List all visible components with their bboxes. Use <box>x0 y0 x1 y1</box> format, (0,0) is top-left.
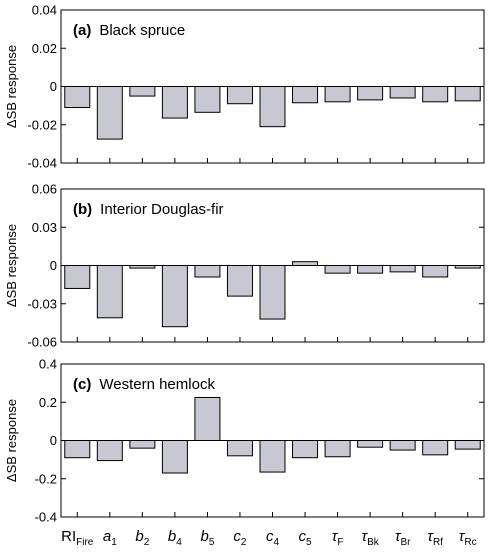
bar-tRf <box>422 440 449 456</box>
y-axis-label: ΔSB response <box>4 399 19 482</box>
panel-2: 0.06 0.03 0 -0.03 -0.06 ΔSB response (b) Interi… <box>4 182 485 350</box>
bar-b2 <box>129 440 156 449</box>
bar-c2 <box>226 86 253 105</box>
bar-tBk <box>357 440 384 448</box>
bar-c5 <box>292 86 319 104</box>
bar-tRf <box>422 86 449 103</box>
bar-tBk <box>357 265 384 274</box>
bar-b4 <box>161 86 188 119</box>
y-tick-label: 0.02 <box>32 41 57 56</box>
x-tick-label: b4 <box>168 528 182 548</box>
x-tick-labels: RIFire a1 b2 b4 b5 c2 c4 c5 τF τBk τBr τRf τRc <box>61 528 477 548</box>
bar-c2 <box>226 265 253 297</box>
y-tick-label: -0.2 <box>35 471 57 486</box>
bar-c4 <box>259 265 286 320</box>
y-axis-label: ΔSB response <box>4 45 19 128</box>
bar-b4 <box>161 265 188 328</box>
bar-c5 <box>292 440 319 459</box>
x-tick-label: τBr <box>395 528 411 548</box>
bar-tBr <box>389 86 416 99</box>
y-tick-label: 0 <box>50 258 57 273</box>
bar-b5 <box>194 265 221 278</box>
x-tick-label: c5 <box>299 528 313 548</box>
bar-RI_Fire <box>64 265 91 289</box>
bar-tRc <box>454 440 481 450</box>
y-tick-label: 0.4 <box>39 357 57 372</box>
bar-tRc <box>454 86 481 102</box>
bar-tBr <box>389 440 416 451</box>
bar-tF <box>324 440 351 458</box>
panel-title: (b) Interior Douglas-fir <box>73 201 224 218</box>
y-tick-label: -0.03 <box>27 296 57 311</box>
bar-c2 <box>226 440 253 457</box>
x-tick-label: τBk <box>361 528 379 548</box>
x-tick-label: τF <box>332 528 344 548</box>
x-tick-label: c4 <box>266 528 280 548</box>
bar-tRf <box>422 265 449 278</box>
panel-title: (c) Western hemlock <box>73 376 215 393</box>
bar-tF <box>324 265 351 274</box>
y-tick-label: 0.04 <box>32 3 57 18</box>
y-tick-label: 0.2 <box>39 395 57 410</box>
y-tick-label: 0 <box>50 433 57 448</box>
bar-tBk <box>357 86 384 101</box>
x-tick-label: τRf <box>427 528 443 548</box>
bar-tBr <box>389 265 416 273</box>
bar-b5 <box>194 86 221 113</box>
bar-b4 <box>161 440 188 474</box>
y-tick-label: 0.03 <box>32 220 57 235</box>
y-tick-label: -0.06 <box>27 335 57 350</box>
bar-RI_Fire <box>64 86 91 109</box>
x-tick-label: b5 <box>200 528 214 548</box>
bar-a1 <box>96 86 123 140</box>
y-tick-label: 0 <box>50 79 57 94</box>
x-tick-label: RIFire <box>61 528 94 548</box>
x-tick-label: τRc <box>459 528 477 548</box>
bar-RI_Fire <box>64 440 91 459</box>
y-tick-label: 0.06 <box>32 182 57 197</box>
x-tick-label: a1 <box>103 528 117 548</box>
panel-1: 0.04 0.02 0 -0.02 -0.04 ΔSB response (a) Black … <box>4 3 485 171</box>
bar-b5 <box>194 396 221 441</box>
x-tick-label: b2 <box>135 528 149 548</box>
panel-title: (a) Black spruce <box>73 22 185 39</box>
bar-tF <box>324 86 351 103</box>
bar-c4 <box>259 86 286 128</box>
y-axis-label: ΔSB response <box>4 224 19 307</box>
bar-c4 <box>259 440 286 473</box>
y-tick-label: -0.4 <box>35 510 57 525</box>
bar-a1 <box>96 440 123 462</box>
panel-3: 0.4 0.2 0 -0.2 -0.4 ΔSB response (c) Western he… <box>4 357 485 525</box>
bar-b2 <box>129 86 156 97</box>
bar-a1 <box>96 265 123 319</box>
bar-c5 <box>292 261 319 266</box>
y-tick-label: -0.04 <box>27 156 57 171</box>
y-tick-label: -0.02 <box>27 117 57 132</box>
x-tick-label: c2 <box>233 528 247 548</box>
